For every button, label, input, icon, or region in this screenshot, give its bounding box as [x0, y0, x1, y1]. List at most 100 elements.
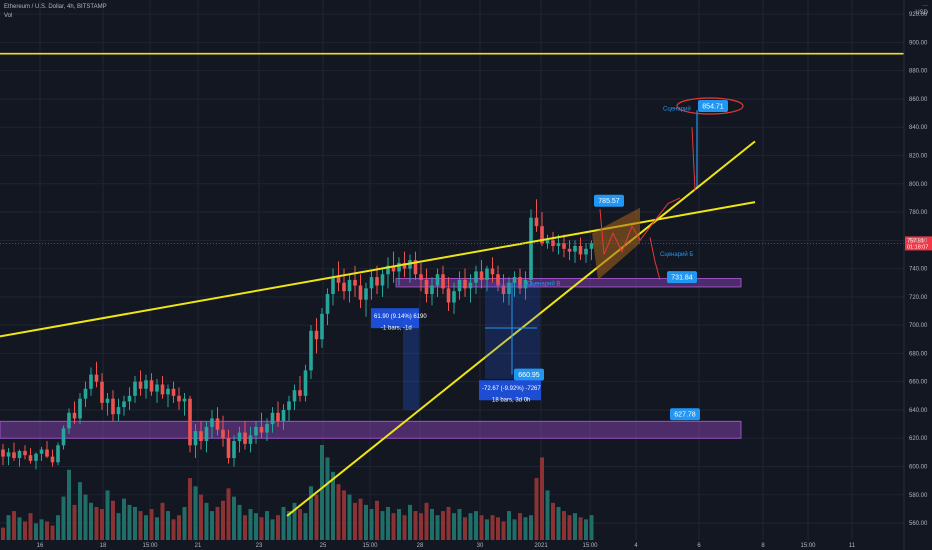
- y-tick-label: 780.00: [909, 210, 928, 216]
- volume-bar: [529, 515, 533, 540]
- volume-bar: [210, 511, 214, 540]
- candle-body: [12, 452, 16, 459]
- volume-bar: [358, 498, 363, 540]
- candle-body: [72, 412, 77, 419]
- candle-body: [336, 277, 341, 283]
- candle-body: [248, 435, 253, 444]
- candle-body: [199, 431, 203, 442]
- y-tick-label: 720.00: [909, 295, 928, 301]
- candle-body: [303, 370, 308, 396]
- candle-body: [430, 285, 434, 295]
- y-tick-label: 700.00: [909, 323, 928, 329]
- volume-bar: [496, 517, 500, 540]
- measure-down-box: [479, 380, 541, 401]
- volume-bar: [408, 504, 412, 540]
- candle-body: [518, 277, 522, 289]
- candle-body: [562, 243, 566, 249]
- scenario-b-path: [649, 237, 661, 281]
- axis-corner: ··· USD: [915, 3, 928, 17]
- candle-body: [463, 279, 467, 289]
- volume-bar: [468, 513, 473, 540]
- candle-body: [243, 432, 247, 444]
- volume-bar: [353, 502, 357, 540]
- volume-bar: [61, 496, 66, 540]
- candle-body: [529, 217, 533, 280]
- x-tick-label: 18: [100, 543, 107, 549]
- volume-bar: [83, 494, 88, 540]
- candle-body: [232, 441, 236, 459]
- volume-bar: [589, 515, 594, 540]
- volume-bar: [485, 519, 489, 540]
- countdown-text: 01:18:07: [907, 244, 928, 250]
- volume-bar: [490, 515, 495, 540]
- candle-body: [540, 226, 544, 244]
- candle-body: [6, 452, 11, 457]
- volume-bar: [276, 515, 280, 540]
- x-tick-label: 6: [697, 543, 701, 549]
- candle-body: [358, 285, 363, 300]
- x-tick-label: 4: [634, 543, 638, 549]
- support-label: [667, 271, 697, 284]
- candle-body: [589, 243, 594, 249]
- candle-body: [567, 248, 572, 252]
- candle-body: [485, 268, 489, 280]
- volume-bar: [28, 513, 33, 540]
- volume-bar: [512, 519, 517, 540]
- volume-bar: [248, 509, 253, 540]
- candle-body: [1, 449, 5, 457]
- volume-bar: [72, 504, 77, 540]
- volume-bar: [204, 502, 209, 540]
- volume-bar: [232, 496, 236, 540]
- candle-body: [23, 450, 27, 456]
- y-axis: 560.00 580.00 600.00 620.00 640.00 660.00 680.…: [903, 0, 928, 550]
- volume-bar: [435, 515, 440, 540]
- candle-body: [353, 279, 357, 286]
- zone-label-text: 627.78: [674, 412, 696, 419]
- volume-bar: [540, 457, 544, 540]
- volume-bar: [221, 500, 225, 540]
- more-icon[interactable]: ···: [922, 3, 928, 9]
- volume-bar: [17, 517, 22, 540]
- measure-down-text-1: -72.67 (-9.92%) -7267: [482, 386, 541, 392]
- measure-up-text-1: 61.90 (9.14%) 6190: [374, 314, 427, 320]
- volume-bar: [199, 494, 203, 540]
- candle-body: [177, 395, 181, 402]
- volume-bar: [397, 509, 401, 540]
- scenario-a-path: [691, 127, 696, 191]
- support-zone: [395, 278, 742, 288]
- volume-bar: [474, 511, 478, 540]
- volume-bar: [325, 457, 330, 540]
- volume-bar: [534, 478, 539, 540]
- candle-body: [452, 291, 456, 303]
- candle-body: [342, 282, 346, 292]
- y-tick-label: 660.00: [909, 380, 928, 386]
- candle-body: [237, 432, 242, 442]
- measure-box-up: [403, 310, 419, 410]
- volume-bar: [347, 494, 352, 540]
- scenario-path: [599, 197, 681, 255]
- candle-body: [479, 271, 484, 280]
- candle-body: [309, 330, 313, 371]
- scenario-a-label: Сценарий: [663, 105, 691, 112]
- candle-body: [89, 374, 93, 389]
- y-tick-label: 680.00: [909, 351, 928, 357]
- volume-bar: [89, 502, 93, 540]
- volume-bar: [78, 482, 82, 540]
- candle-body: [111, 398, 115, 415]
- y-tick-label: 600.00: [909, 464, 928, 470]
- volume-bar: [424, 502, 429, 540]
- volume-bar: [50, 525, 55, 540]
- candle-body: [287, 401, 291, 410]
- x-tick-label: 16: [37, 543, 44, 549]
- y-tick-label: 860.00: [909, 97, 928, 103]
- candle-body: [215, 418, 220, 430]
- volume-bar: [188, 478, 192, 540]
- volume-bar: [562, 511, 566, 540]
- candle-body: [386, 265, 390, 275]
- volume-bar: [545, 490, 550, 540]
- candle-body: [441, 274, 445, 289]
- volume-bar: [215, 506, 220, 540]
- candle-body: [254, 426, 258, 436]
